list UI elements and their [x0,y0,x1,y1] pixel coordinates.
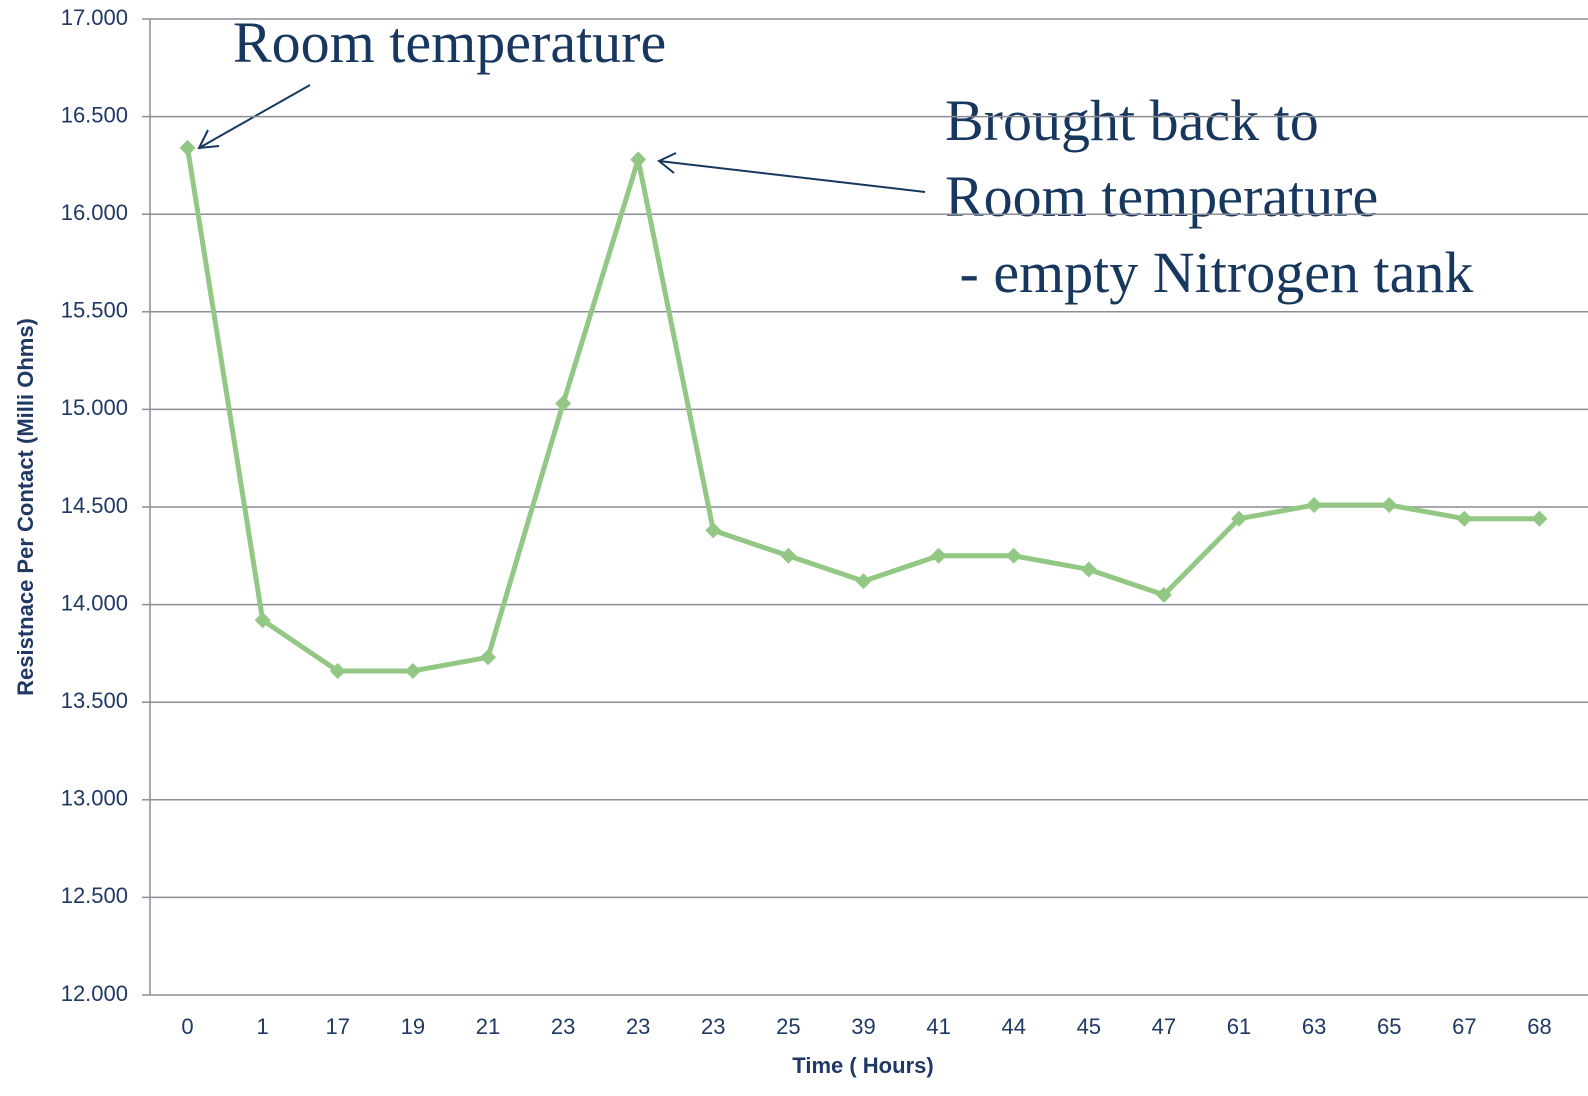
y-tick-label: 13.000 [61,786,128,811]
data-point [1456,510,1473,527]
data-point [329,662,346,679]
y-tick-label: 15.000 [61,395,128,420]
data-point [254,612,271,629]
data-point [404,662,421,679]
annotation-arrows [197,84,926,193]
x-tick-label: 0 [181,1014,193,1039]
data-point [1080,561,1097,578]
x-tick-label: 67 [1452,1014,1476,1039]
x-tick-label: 17 [326,1014,350,1039]
data-point [1231,510,1248,527]
x-tick-label: 47 [1152,1014,1176,1039]
x-tick-label: 41 [926,1014,950,1039]
y-tick-label: 13.500 [61,688,128,713]
y-tick-label: 16.000 [61,200,128,225]
data-point [555,395,572,412]
y-tick-label: 17.000 [61,5,128,30]
arrow-head [197,129,220,150]
y-tick-label: 15.500 [61,298,128,323]
y-axis-title: Resistnace Per Contact (Milli Ohms) [13,318,38,696]
x-tick-label: 44 [1001,1014,1025,1039]
x-tick-label: 21 [476,1014,500,1039]
x-tick-label: 39 [851,1014,875,1039]
annotation: Brought back to [945,88,1319,153]
y-tick-label: 12.000 [61,981,128,1006]
arrow [658,160,926,193]
axes: 12.000 12.500 13.000 13.500 14.000 14.500 15.0… [61,5,1588,1039]
annotation: - empty Nitrogen tank [945,240,1473,305]
y-tick-label: 12.500 [61,883,128,908]
data-point [179,139,196,156]
x-tick-label: 23 [551,1014,575,1039]
y-tick-label: 14.000 [61,590,128,615]
x-tick-label: 25 [776,1014,800,1039]
data-point [930,547,947,564]
x-tick-label: 68 [1527,1014,1551,1039]
data-point [705,522,722,539]
x-tick-label: 23 [626,1014,650,1039]
data-point [1155,586,1172,603]
x-tick-label: 61 [1227,1014,1251,1039]
x-tick-label: 65 [1377,1014,1401,1039]
x-tick-label: 23 [701,1014,725,1039]
data-point [1531,510,1548,527]
arrow-head [657,152,677,174]
x-tick-label: 45 [1077,1014,1101,1039]
y-tick-label: 16.500 [61,102,128,127]
annotation: Room temperature [945,164,1378,229]
x-tick-label: 1 [257,1014,269,1039]
x-tick-label: 19 [401,1014,425,1039]
data-point [479,649,496,666]
data-point [855,573,872,590]
data-point [1005,547,1022,564]
x-axis-title: Time ( Hours) [792,1053,933,1078]
data-point [1306,497,1323,514]
y-tick-label: 14.500 [61,493,128,518]
annotation: Room temperature [233,10,666,75]
data-point [630,151,647,168]
data-point [1381,497,1398,514]
x-tick-label: 63 [1302,1014,1326,1039]
data-point [780,547,797,564]
